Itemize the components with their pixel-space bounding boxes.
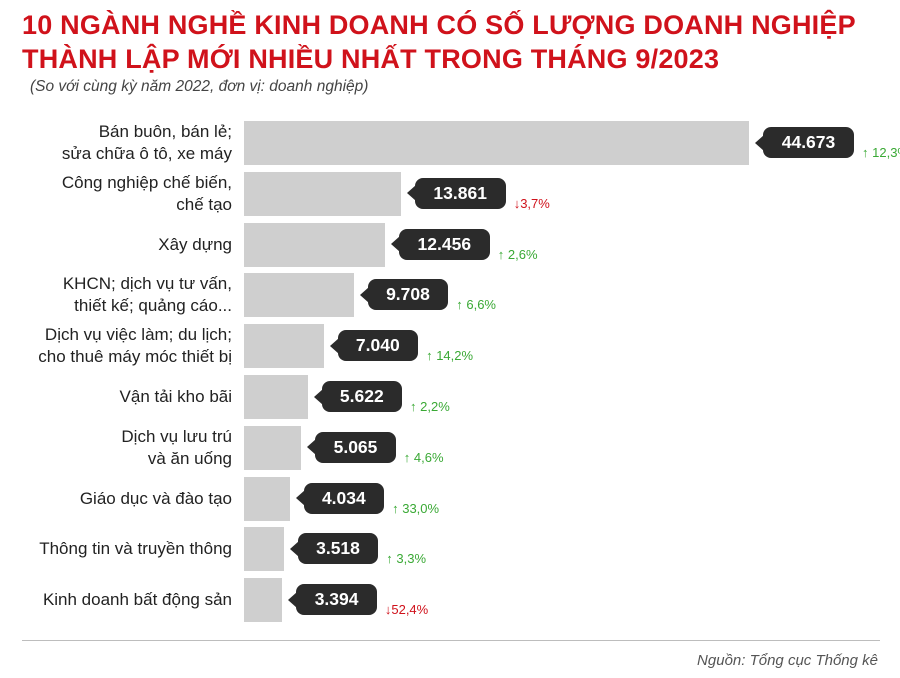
arrow-up-icon: ↑ — [862, 145, 873, 160]
value-label: 44.673 — [755, 127, 854, 158]
category-label-line: Bán buôn, bán lẻ; — [98, 122, 232, 141]
bar — [244, 425, 302, 470]
category-label-line: Công nghiệp chế biến, — [61, 172, 232, 192]
change-value: 52,4% — [391, 602, 429, 618]
category-label-line: cho thuê máy móc thiết bị — [38, 347, 232, 367]
category-label-line: Dịch vụ việc làm; du lịch; — [44, 325, 232, 345]
category-label: Dịch vụ việc làm; du lịch; cho thuê máy m… — [2, 324, 232, 368]
bar — [244, 578, 283, 623]
chart-title: 10 NGÀNH NGHỀ KINH DOANH CÓ SỐ LƯỢNG DOA… — [22, 10, 856, 74]
category-label: Thông tin và truyền thông — [2, 538, 232, 560]
category-label-line: Vận tải kho bãi — [119, 387, 232, 406]
category-label: Vận tải kho bãi — [2, 386, 232, 408]
category-label-line: KHCN; dịch vụ tư vấn, — [62, 274, 232, 294]
category-label: Kinh doanh bất động sản — [2, 589, 232, 611]
arrow-down-icon: ↓ — [384, 602, 392, 618]
change-label: ↑ 4,6% — [404, 450, 444, 466]
category-label-line: sửa chữa ô tô, xe máy — [61, 144, 232, 163]
change-label: ↑ 2,2% — [410, 399, 450, 415]
arrow-up-icon: ↑ — [426, 348, 437, 364]
category-label: Dịch vụ lưu trú và ăn uống — [2, 426, 232, 470]
category-label-line: chế tạo — [176, 194, 232, 214]
change-value: 4,6% — [413, 449, 444, 465]
value-label: 4.034 — [295, 482, 385, 514]
category-label-line: và ăn uống — [147, 448, 232, 468]
arrow-up-icon: ↑ — [497, 246, 508, 262]
category-label: Công nghiệp chế biến, chế tạo — [2, 172, 232, 216]
category-label-line: Kinh doanh bất động sản — [42, 590, 232, 610]
value-label: 9.708 — [359, 279, 449, 311]
bar — [244, 121, 749, 165]
value-label: 7.040 — [329, 330, 419, 362]
bar — [244, 171, 401, 216]
category-label-line: Giáo dục và đào tạo — [79, 488, 232, 508]
bar — [244, 476, 290, 521]
category-label-line: Thông tin và truyền thông — [39, 539, 232, 559]
value-label: 5.065 — [307, 431, 396, 463]
arrow-up-icon: ↑ — [386, 551, 397, 567]
bar — [244, 273, 354, 318]
change-value: 2,6% — [507, 246, 538, 262]
change-value: 3,7% — [520, 195, 550, 211]
value-label: 13.861 — [406, 177, 506, 209]
category-label: Xây dựng — [2, 234, 232, 256]
category-label: KHCN; dịch vụ tư vấn, thiết kế; quảng cáo… — [2, 273, 232, 317]
value-label: 12.456 — [390, 228, 490, 260]
change-value: 3,3% — [396, 551, 427, 567]
bar — [244, 222, 385, 267]
change-label: ↑ 6,6% — [456, 297, 496, 313]
category-label: Giáo dục và đào tạo — [2, 488, 232, 510]
arrow-down-icon: ↓ — [513, 195, 521, 211]
change-label: ↑ 14,2% — [426, 348, 473, 364]
category-label: Bán buôn, bán lẻ; sửa chữa ô tô, xe máy — [2, 121, 232, 165]
arrow-up-icon: ↑ — [403, 449, 414, 465]
bar — [244, 324, 324, 369]
change-value: 12,3% — [872, 145, 900, 160]
value-label: 3.518 — [289, 533, 379, 565]
arrow-up-icon: ↑ — [392, 500, 403, 516]
change-value: 14,2% — [436, 348, 474, 364]
change-label: ↓52,4% — [385, 602, 428, 618]
category-label-line: Dịch vụ lưu trú — [121, 426, 232, 446]
change-value: 33,0% — [402, 500, 440, 516]
change-label: ↓3,7% — [514, 196, 550, 212]
source-note: Nguồn: Tổng cục Thống kê — [697, 652, 878, 669]
category-label-line: Xây dựng — [158, 234, 232, 254]
bar — [244, 375, 308, 419]
change-value: 2,2% — [420, 399, 450, 414]
baseline-divider — [22, 640, 880, 641]
category-label-line: thiết kế; quảng cáo... — [74, 296, 232, 316]
arrow-up-icon: ↑ — [456, 297, 467, 313]
arrow-up-icon: ↑ — [410, 399, 421, 414]
value-label: 3.394 — [288, 584, 377, 616]
change-label: ↑ 12,3% — [862, 145, 900, 161]
value-label: 5.622 — [313, 381, 403, 412]
change-label: ↑ 2,6% — [498, 247, 538, 263]
chart-subtitle: (So với cùng kỳ năm 2022, đơn vị: doanh … — [30, 78, 369, 95]
bar — [244, 527, 284, 572]
change-value: 6,6% — [466, 297, 496, 313]
change-label: ↑ 33,0% — [392, 501, 439, 517]
change-label: ↑ 3,3% — [386, 551, 426, 567]
